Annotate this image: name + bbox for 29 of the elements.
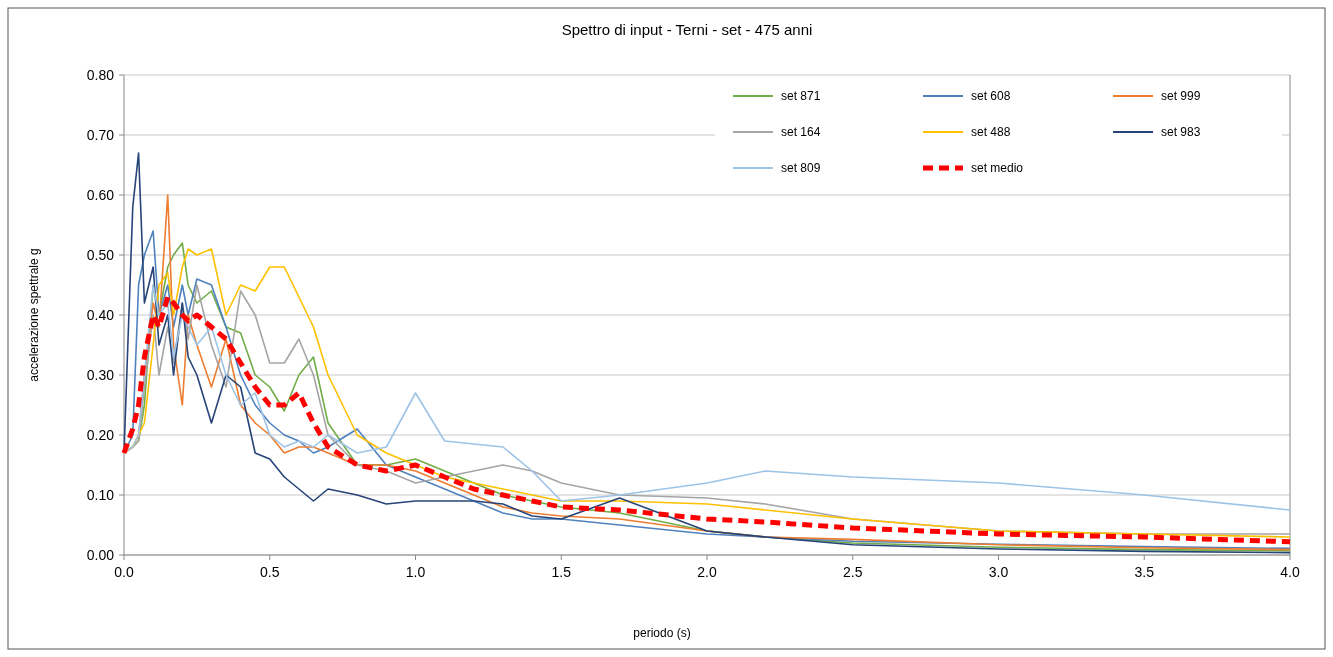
legend-label: set 164 [781, 125, 821, 139]
x-tick-label: 3.5 [1134, 564, 1155, 580]
x-tick-label: 3.0 [988, 564, 1009, 580]
y-tick-label: 0.60 [86, 187, 115, 203]
y-tick-label: 0.40 [86, 307, 115, 323]
y-tick-label: 0.70 [86, 127, 115, 143]
y-tick-label: 0.50 [86, 247, 115, 263]
y-axis-title: accelerazione spettrale g [27, 248, 41, 382]
legend-label: set 871 [781, 89, 821, 103]
legend-label: set medio [971, 161, 1024, 175]
x-tick-label: 2.5 [843, 564, 863, 580]
x-axis-title: periodo (s) [633, 626, 691, 640]
legend-label: set 809 [781, 161, 821, 175]
legend-label: set 608 [971, 89, 1011, 103]
x-tick-label: 2.0 [697, 564, 717, 580]
y-tick-label: 0.80 [86, 67, 115, 83]
chart-title: Spettro di input - Terni - set - 475 anni [561, 21, 813, 38]
legend-label: set 488 [971, 125, 1011, 139]
x-tick-label: 4.0 [1280, 564, 1300, 580]
y-tick-label: 0.10 [86, 487, 115, 503]
x-tick-label: 1.0 [405, 564, 426, 580]
x-tick-label: 1.5 [551, 564, 572, 580]
x-tick-label: 0.5 [260, 564, 280, 580]
y-tick-label: 0.30 [86, 367, 115, 383]
x-tick-label: 0.0 [114, 564, 134, 580]
legend-label: set 983 [1161, 125, 1201, 139]
y-tick-label: 0.00 [86, 547, 115, 563]
y-tick-label: 0.20 [86, 427, 115, 443]
legend-label: set 999 [1161, 89, 1201, 103]
